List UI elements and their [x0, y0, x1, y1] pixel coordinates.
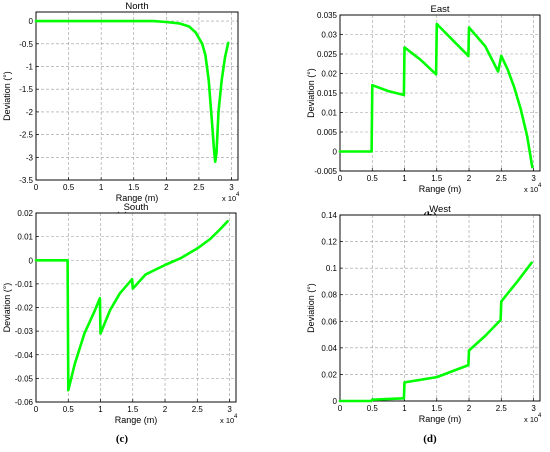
series-line — [338, 22, 534, 169]
y-tick-label: 0 — [29, 256, 34, 265]
y-tick-label: 0.005 — [317, 128, 338, 137]
chart-title: West — [429, 204, 451, 215]
x-tick-label: 0 — [338, 174, 343, 183]
x-multiplier: x 10 — [222, 194, 236, 203]
series-line — [34, 220, 229, 392]
series-line — [338, 261, 533, 403]
y-tick-label: 0.02 — [17, 209, 33, 218]
x-axis-label: Range (m) — [419, 184, 462, 194]
y-tick-label: 0 — [333, 397, 338, 406]
x-tick-label: 3 — [531, 174, 536, 183]
x-tick-label: 2 — [467, 404, 472, 413]
x-tick-label: 1 — [98, 405, 103, 414]
x-tick-label: 1.5 — [127, 405, 139, 414]
x-tick-label: 1.5 — [128, 183, 140, 192]
series-line — [34, 19, 230, 164]
x-tick-label: 2.5 — [496, 174, 508, 183]
x-tick-label: 2.5 — [192, 405, 204, 414]
y-tick-label: 0.04 — [321, 344, 337, 353]
plot-frame — [35, 11, 239, 181]
y-tick-label: 0.035 — [317, 11, 338, 20]
plot-frame — [35, 212, 237, 403]
y-tick-label: -0.06 — [15, 398, 34, 407]
x-tick-label: 1 — [99, 183, 104, 192]
y-tick-label: -0.03 — [15, 327, 34, 336]
x-tick-label: 1.5 — [431, 404, 443, 413]
chart-panel-west: 0 0.5 1 1.5 2 2.5 3 0 0.02 0.04 0.06 0.08 0.1 0.12 0.1… — [306, 204, 542, 445]
subfigure-caption: (d) — [423, 433, 437, 445]
y-tick-label: 0.06 — [321, 317, 337, 326]
y-axis-label: Deviation (°) — [306, 68, 316, 118]
chart-title: South — [124, 202, 149, 213]
x-tick-label: 2.5 — [193, 183, 205, 192]
x-tick-label: 3 — [227, 405, 232, 414]
chart-title: East — [430, 4, 449, 15]
x-tick-label: 0.5 — [63, 405, 75, 414]
x-multiplier-exponent: 4 — [538, 413, 542, 419]
x-tick-label: 2 — [163, 405, 168, 414]
y-axis-label: Deviation (°) — [2, 283, 12, 333]
x-multiplier-exponent: 4 — [538, 183, 542, 189]
x-tick-label: 3 — [531, 404, 536, 413]
x-axis-label: Range (m) — [116, 193, 159, 203]
y-tick-label: 0.01 — [17, 233, 33, 242]
plot-area — [339, 214, 541, 402]
y-tick-label: 0.03 — [321, 31, 337, 40]
chart-panel-south: 0 0.5 1 1.5 2 2.5 3 -0.06 -0.05 -0.04 -0.03 -0.02 -0… — [2, 202, 238, 445]
x-tick-label: 1 — [402, 404, 407, 413]
y-tick-label: -0.01 — [15, 280, 34, 289]
y-tick-label: 0.12 — [321, 238, 337, 247]
x-multiplier-exponent: 4 — [234, 414, 238, 420]
y-tick-label: -2.5 — [19, 131, 33, 140]
x-tick-label: 1 — [402, 174, 407, 183]
x-tick-label: 0.5 — [63, 183, 75, 192]
y-tick-label: -0.02 — [15, 304, 34, 313]
x-tick-label: 3 — [229, 183, 234, 192]
plot-frame — [339, 14, 541, 172]
y-tick-label: -3 — [26, 153, 34, 162]
y-tick-label: -3.5 — [19, 176, 33, 185]
y-tick-label: -0.5 — [19, 40, 33, 49]
x-tick-label: 1.5 — [431, 174, 443, 183]
y-tick-label: 0 — [333, 148, 338, 157]
y-tick-label: 0.015 — [317, 89, 338, 98]
y-tick-label: 0.14 — [321, 211, 337, 220]
y-axis-label: Deviation (°) — [306, 283, 316, 333]
x-tick-label: 2 — [467, 174, 472, 183]
chart-title: North — [125, 1, 148, 12]
plot-frame — [339, 214, 541, 402]
chart-panel-east: 0 0.5 1 1.5 2 2.5 3-0.00500.0050.010.0150.020.… — [306, 4, 542, 222]
y-tick-label: 0.01 — [321, 109, 337, 118]
x-axis-label: Range (m) — [115, 415, 158, 425]
y-tick-label: 0 — [29, 17, 34, 26]
subfigure-caption: (c) — [116, 433, 129, 445]
y-tick-label: 0.02 — [321, 70, 337, 79]
x-multiplier: x 10 — [524, 185, 538, 194]
y-tick-label: -0.04 — [15, 351, 34, 360]
x-tick-label: 0 — [34, 405, 39, 414]
chart-panel-north: 0 0.5 1 1.5 2 2.5 3 -3.5 -3 -2.5 -2 -1.5 -1 -0.5 0 Nort… — [2, 1, 240, 222]
y-tick-label: 0.08 — [321, 291, 337, 300]
x-tick-label: 0 — [34, 183, 39, 192]
x-multiplier: x 10 — [524, 415, 538, 424]
y-tick-label: 0.025 — [317, 50, 338, 59]
y-tick-label: -0.005 — [314, 167, 337, 176]
y-tick-label: -1.5 — [19, 85, 33, 94]
y-tick-label: -2 — [26, 108, 34, 117]
x-tick-label: 2 — [164, 183, 169, 192]
x-multiplier-exponent: 4 — [236, 192, 240, 198]
y-axis-label: Deviation (°) — [2, 71, 12, 121]
x-tick-label: 0.5 — [367, 404, 379, 413]
y-tick-label: -1 — [26, 62, 34, 71]
y-tick-label: 0.02 — [321, 370, 337, 379]
y-tick-label: 0.1 — [326, 264, 338, 273]
x-tick-label: 2.5 — [496, 404, 508, 413]
x-tick-label: 0.5 — [367, 174, 379, 183]
x-multiplier: x 10 — [220, 416, 234, 425]
x-tick-label: 0 — [338, 404, 343, 413]
x-axis-label: Range (m) — [419, 414, 462, 424]
plot-area — [35, 11, 239, 181]
y-tick-label: -0.05 — [15, 374, 34, 383]
